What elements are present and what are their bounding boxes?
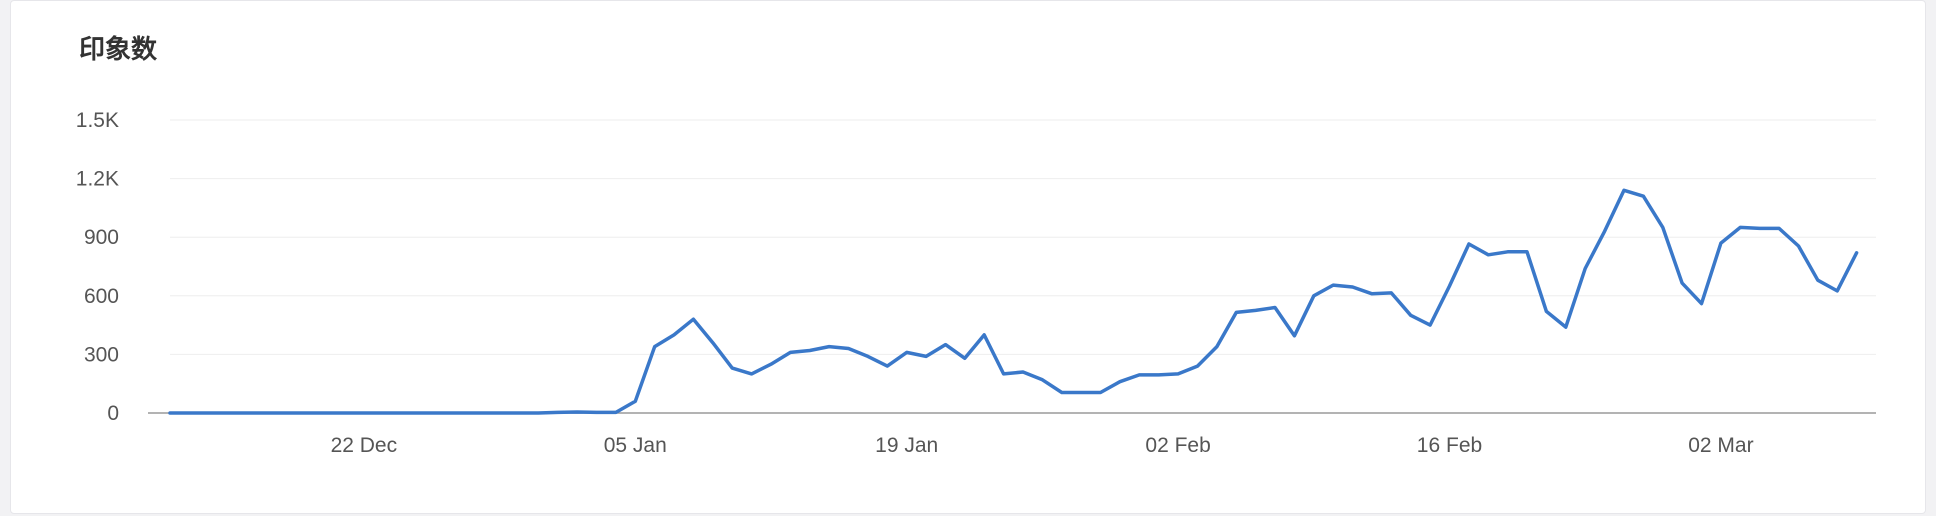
y-tick-label: 600 [84,285,119,308]
x-tick-label: 02 Feb [1145,434,1210,457]
y-tick-label: 1.2K [76,168,119,191]
chart-title: 印象数 [79,35,158,65]
chart-card: 印象数 [10,0,1926,514]
y-axis-ticks: 0 300 600 900 1.2K 1.5K [76,109,119,425]
series-layer [168,188,1859,415]
gridlines [170,119,1876,355]
y-tick-label: 0 [107,402,119,425]
y-tick-label: 300 [84,343,119,366]
y-tick-label: 900 [84,226,119,249]
impressions-series-line [168,188,1859,415]
x-tick-label: 22 Dec [331,434,398,457]
x-tick-label: 19 Jan [875,434,938,457]
x-tick-label: 16 Feb [1417,434,1482,457]
x-axis-ticks: 22 Dec 05 Jan 19 Jan 02 Feb 16 Feb 02 Mar [331,434,1754,457]
x-tick-label: 05 Jan [604,434,667,457]
x-tick-label: 02 Mar [1688,434,1753,457]
y-tick-label: 1.5K [76,109,119,132]
